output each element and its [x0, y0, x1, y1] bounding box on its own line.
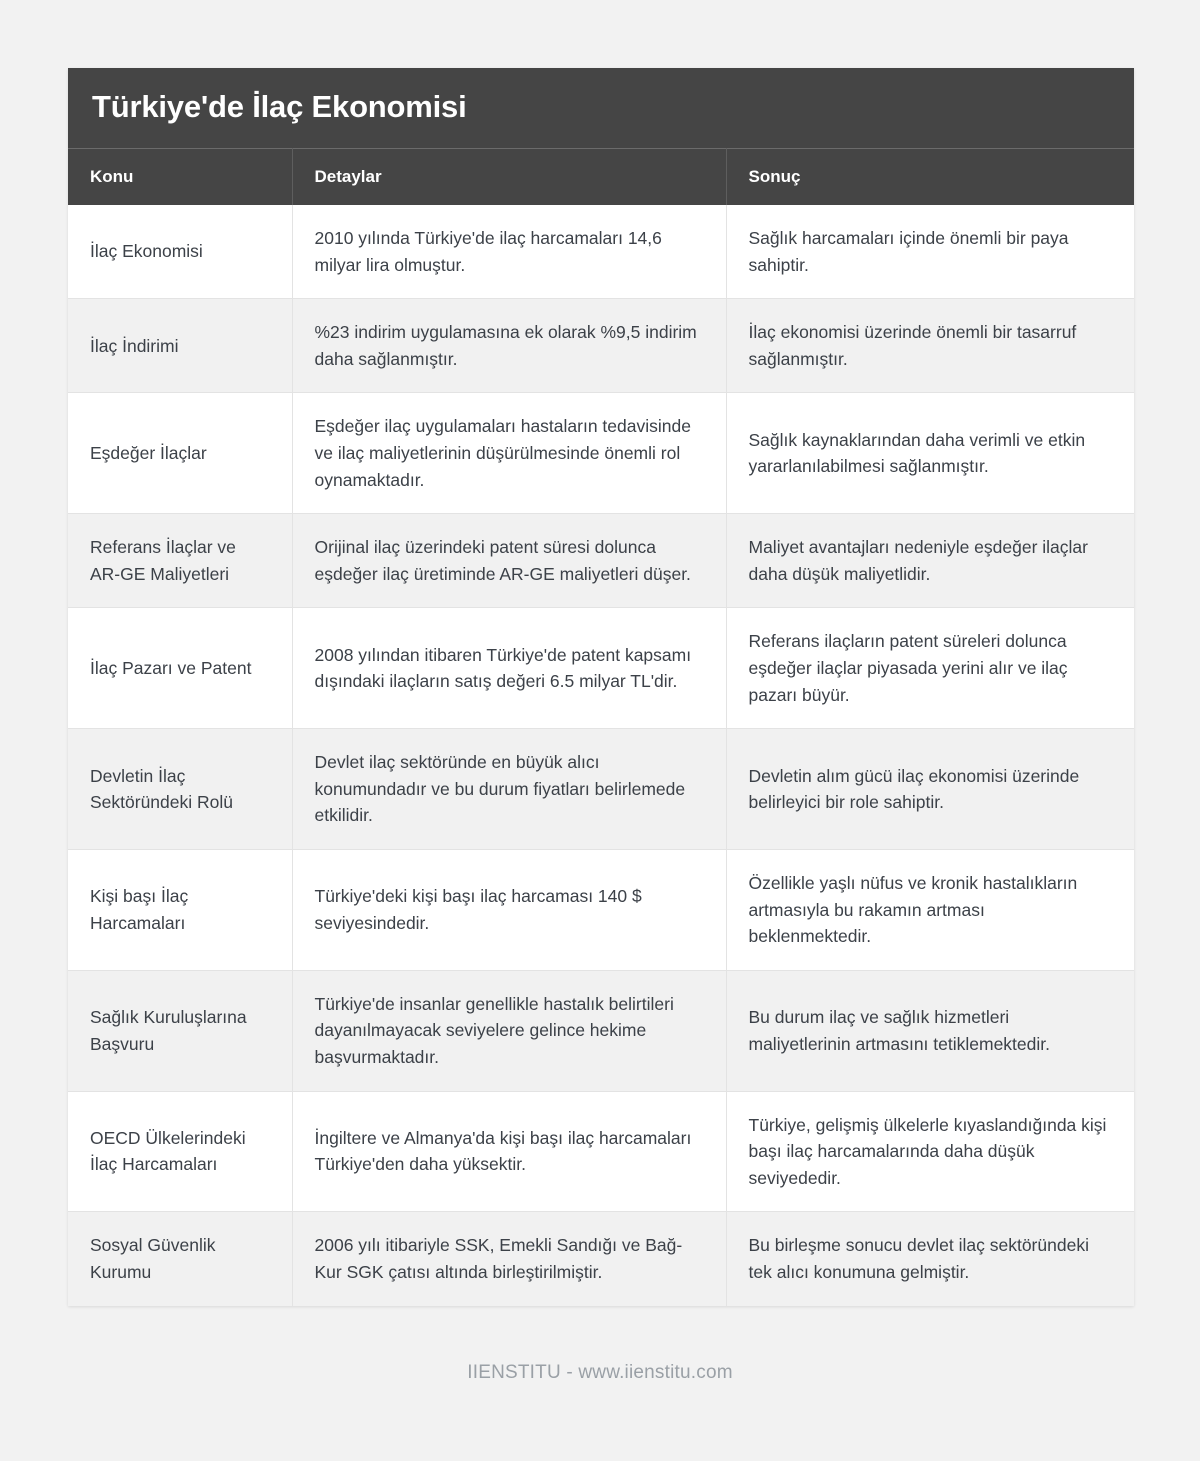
- row-cell-konu: İlaç Pazarı ve Patent: [68, 607, 293, 730]
- table-row: Sosyal Güvenlik Kurumu 2006 yılı itibariy…: [68, 1211, 1135, 1306]
- row-cell-konu: İlaç İndirimi: [68, 298, 293, 394]
- row-cell-detaylar: %23 indirim uygulamasına ek olarak %9,5 …: [292, 298, 727, 394]
- table-row: Eşdeğer İlaçlar Eşdeğer ilaç uygulamaları…: [68, 392, 1135, 515]
- table-body: İlaç Ekonomisi 2010 yılında Türkiye'de il…: [68, 205, 1135, 1306]
- table-row: İlaç Pazarı ve Patent 2008 yılından itiba…: [68, 607, 1135, 730]
- row-cell-sonuc: Bu birleşme sonucu devlet ilaç sektöründ…: [726, 1211, 1135, 1306]
- row-cell-konu: Devletin İlaç Sektöründeki Rolü: [68, 728, 293, 850]
- row-cell-detaylar: Eşdeğer ilaç uygulamaları hastaların ted…: [292, 392, 727, 515]
- row-cell-detaylar: 2008 yılından itibaren Türkiye'de patent…: [292, 607, 727, 730]
- row-cell-konu: İlaç Ekonomisi: [68, 205, 293, 300]
- info-table-container: Türkiye'de İlaç Ekonomisi Konu Detaylar …: [68, 68, 1135, 1306]
- row-cell-konu: Referans İlaçlar ve AR-GE Maliyetleri: [68, 513, 293, 609]
- row-cell-sonuc: Devletin alım gücü ilaç ekonomisi üzerin…: [726, 728, 1135, 850]
- table-row: İlaç Ekonomisi 2010 yılında Türkiye'de il…: [68, 205, 1135, 300]
- row-cell-konu: Eşdeğer İlaçlar: [68, 392, 293, 515]
- page-title: Türkiye'de İlaç Ekonomisi: [92, 89, 467, 124]
- row-cell-detaylar: 2006 yılı itibariyle SSK, Emekli Sandığı…: [292, 1211, 727, 1306]
- table-row: Sağlık Kuruluşlarına Başvuru Türkiye'de i…: [68, 970, 1135, 1092]
- table-row: OECD Ülkelerindeki İlaç Harcamaları İngil…: [68, 1091, 1135, 1213]
- row-cell-konu: OECD Ülkelerindeki İlaç Harcamaları: [68, 1091, 293, 1213]
- table-row: Referans İlaçlar ve AR-GE Maliyetleri Ori…: [68, 513, 1135, 609]
- row-cell-sonuc: Sağlık harcamaları içinde önemli bir pay…: [726, 205, 1135, 300]
- column-header-konu: Konu: [68, 148, 293, 206]
- row-cell-konu: Sağlık Kuruluşlarına Başvuru: [68, 970, 293, 1092]
- row-cell-sonuc: Referans ilaçların patent süreleri dolun…: [726, 607, 1135, 730]
- row-cell-detaylar: Orijinal ilaç üzerindeki patent süresi d…: [292, 513, 727, 609]
- row-cell-detaylar: İngiltere ve Almanya'da kişi başı ilaç h…: [292, 1091, 727, 1213]
- row-cell-detaylar: Türkiye'de insanlar genellikle hastalık …: [292, 970, 727, 1092]
- table-head: Türkiye'de İlaç Ekonomisi: [68, 68, 1135, 149]
- table-title-row: Türkiye'de İlaç Ekonomisi: [68, 68, 1135, 149]
- row-cell-sonuc: Sağlık kaynaklarından daha verimli ve et…: [726, 392, 1135, 515]
- column-header-detaylar: Detaylar: [292, 148, 727, 206]
- row-cell-sonuc: Özellikle yaşlı nüfus ve kronik hastalık…: [726, 849, 1135, 971]
- column-header-sonuc: Sonuç: [726, 148, 1135, 206]
- row-cell-detaylar: 2010 yılında Türkiye'de ilaç harcamaları…: [292, 205, 727, 300]
- row-cell-sonuc: Türkiye, gelişmiş ülkelerle kıyaslandığı…: [726, 1091, 1135, 1213]
- info-table: Türkiye'de İlaç Ekonomisi Konu Detaylar …: [68, 68, 1135, 1306]
- table-row: Kişi başı İlaç Harcamaları Türkiye'deki k…: [68, 849, 1135, 971]
- row-cell-detaylar: Türkiye'deki kişi başı ilaç harcaması 14…: [292, 849, 727, 971]
- row-cell-detaylar: Devlet ilaç sektöründe en büyük alıcı ko…: [292, 728, 727, 850]
- table-title-cell: Türkiye'de İlaç Ekonomisi: [68, 68, 1135, 149]
- row-cell-konu: Sosyal Güvenlik Kurumu: [68, 1211, 293, 1306]
- table-row: Devletin İlaç Sektöründeki Rolü Devlet il…: [68, 728, 1135, 850]
- table-row: İlaç İndirimi %23 indirim uygulamasına ek…: [68, 298, 1135, 394]
- column-header-row-group: Konu Detaylar Sonuç: [68, 148, 1135, 206]
- row-cell-sonuc: Bu durum ilaç ve sağlık hizmetleri maliy…: [726, 970, 1135, 1092]
- row-cell-sonuc: Maliyet avantajları nedeniyle eşdeğer il…: [726, 513, 1135, 609]
- column-header-row: Konu Detaylar Sonuç: [68, 148, 1135, 206]
- footer-attribution: IIENSTITU - www.iienstitu.com: [467, 1362, 733, 1383]
- row-cell-sonuc: İlaç ekonomisi üzerinde önemli bir tasar…: [726, 298, 1135, 394]
- row-cell-konu: Kişi başı İlaç Harcamaları: [68, 849, 293, 971]
